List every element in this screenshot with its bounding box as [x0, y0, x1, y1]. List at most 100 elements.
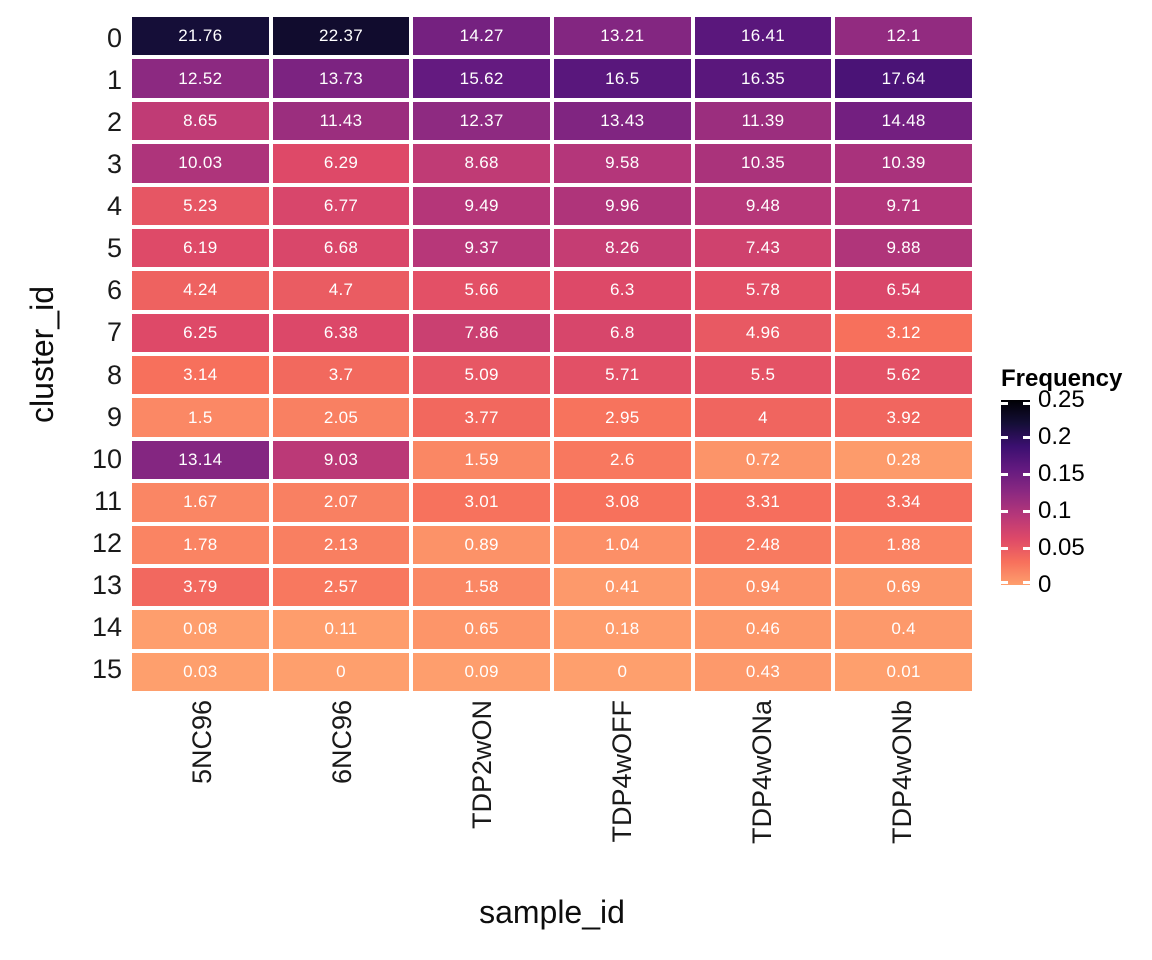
- heatmap-cell-r10-TDP2wON: 1.59: [413, 440, 550, 480]
- heatmap-cell-r3-TDP4wONa: 10.35: [694, 144, 832, 183]
- heatmap-cell-r5-TDP4wOFF: 8.26: [554, 228, 691, 268]
- legend-title: Frequency: [1001, 365, 1123, 392]
- heatmap-cell-r0-TDP4wONb: 12.1: [835, 17, 972, 56]
- cell-value-label: 1.88: [886, 534, 921, 554]
- heatmap-cell-r9-TDP2wON: 3.77: [413, 398, 550, 437]
- y-tick-label-14: 14: [91, 612, 122, 643]
- legend-colorbar-gradient: [1001, 400, 1030, 586]
- heatmap-cell-r9-TDP4wONa: 4: [694, 398, 832, 437]
- heatmap-cell-r0-TDP4wONa: 16.41: [694, 17, 832, 56]
- cell-value-label: 6.77: [323, 195, 359, 215]
- cell-value-label: 0.89: [464, 534, 499, 554]
- legend-tick-mark: [1023, 580, 1030, 584]
- heatmap-cell-r14-TDP2wON: 0.65: [413, 610, 550, 649]
- legend-tick-label-0.1: 0.1: [1038, 497, 1072, 525]
- y-tick-label-1: 1: [106, 64, 122, 95]
- heatmap-cell-r15-TDP4wONa: 0.43: [694, 652, 832, 691]
- cell-value-label: 12.52: [178, 68, 223, 88]
- heatmap-cell-r13-TDP4wONa: 0.94: [694, 567, 832, 607]
- x-tick-label-5NC96: 5NC96: [132, 700, 272, 885]
- heatmap-cell-r3-TDP2wON: 8.68: [413, 144, 550, 183]
- cell-value-label: 9.71: [886, 195, 921, 215]
- heatmap-cell-r3-TDP4wOFF: 9.58: [554, 144, 691, 183]
- x-tick-label-6NC96: 6NC96: [272, 700, 412, 885]
- legend-tick-mark: [1001, 435, 1008, 439]
- y-tick-label-11: 11: [93, 485, 122, 516]
- heatmap-cell-r10-TDP4wONb: 0.28: [835, 440, 972, 480]
- heatmap-cell-r0-6NC96: 22.37: [272, 17, 410, 56]
- heatmap-cell-r12-5NC96: 1.78: [132, 525, 269, 564]
- heatmap-cell-r12-TDP4wOFF: 1.04: [554, 525, 691, 564]
- cell-value-label: 3.79: [183, 577, 218, 597]
- heatmap-cell-r9-5NC96: 1.5: [132, 398, 269, 437]
- cell-value-label: 6.8: [610, 322, 635, 342]
- heatmap-cell-r6-TDP4wONb: 6.54: [835, 271, 972, 310]
- cell-value-label: 3.12: [886, 322, 921, 342]
- x-tick-label-text: TDP4wONb: [886, 700, 917, 845]
- cell-value-label: 5.62: [886, 365, 921, 385]
- heatmap-cell-r4-TDP4wONb: 9.71: [835, 186, 972, 225]
- cell-value-label: 1.58: [464, 577, 499, 597]
- cell-value-label: 5.5: [750, 365, 776, 385]
- heatmap-cell-r14-6NC96: 0.11: [272, 610, 410, 649]
- heatmap-cell-r13-TDP2wON: 1.58: [413, 567, 550, 607]
- heatmap-cell-r6-6NC96: 4.7: [272, 271, 410, 310]
- legend-tick-label-0: 0: [1038, 571, 1052, 599]
- y-tick-label-10: 10: [91, 443, 122, 474]
- heatmap-cell-r0-TDP2wON: 14.27: [413, 17, 550, 56]
- y-tick-label-3: 3: [106, 148, 122, 179]
- cell-value-label: 0.46: [745, 619, 781, 639]
- heatmap-cell-r5-TDP4wONa: 7.43: [694, 228, 832, 268]
- cell-value-label: 0.72: [745, 449, 781, 469]
- heatmap-cell-r5-TDP2wON: 9.37: [413, 228, 550, 268]
- cell-value-label: 14.27: [459, 26, 504, 46]
- legend-tick-label-0.25: 0.25: [1038, 386, 1085, 414]
- heatmap-cell-r15-6NC96: 0: [272, 652, 410, 691]
- cell-value-label: 10.03: [178, 153, 223, 173]
- y-tick-label-4: 4: [106, 191, 122, 222]
- cell-value-label: 2.05: [323, 407, 359, 427]
- x-tick-label-TDP4wONa: TDP4wONa: [692, 700, 832, 885]
- heatmap-cell-r1-TDP4wOFF: 16.5: [554, 59, 691, 98]
- cell-value-label: 5.09: [464, 365, 499, 385]
- heatmap-cell-r9-6NC96: 2.05: [272, 398, 410, 437]
- heatmap-cell-r13-5NC96: 3.79: [132, 567, 269, 607]
- heatmap-cell-r2-TDP4wOFF: 13.43: [554, 101, 691, 141]
- legend-tick-mark: [1023, 546, 1030, 550]
- cell-value-label: 3.77: [464, 407, 499, 427]
- heatmap-cell-r1-TDP2wON: 15.62: [413, 59, 550, 98]
- heatmap-cell-r2-TDP4wONa: 11.39: [694, 101, 832, 141]
- cell-value-label: 13.43: [600, 110, 645, 130]
- heatmap-cell-r7-TDP4wONa: 4.96: [694, 313, 832, 352]
- cell-value-label: 4.24: [183, 280, 218, 300]
- y-tick-label-9: 9: [106, 401, 122, 432]
- y-tick-label-12: 12: [91, 528, 122, 559]
- legend: Frequency 0.25 0.2 0.15 0.1 0.05 0: [1001, 365, 1151, 597]
- cell-value-label: 9.37: [464, 238, 499, 258]
- heatmap-cell-r10-6NC96: 9.03: [272, 440, 410, 480]
- cell-value-label: 9.88: [886, 238, 921, 258]
- heatmap-cell-r13-TDP4wONb: 0.69: [835, 567, 972, 607]
- cell-value-label: 4.7: [328, 280, 354, 300]
- y-tick-label-8: 8: [106, 359, 122, 390]
- cell-value-label: 1.59: [464, 449, 499, 469]
- cell-value-label: 3.08: [605, 492, 640, 512]
- heatmap-grid: 21.76 22.37 14.27 13.21 16.41 12.1 12.52 13.73 1…: [132, 17, 972, 691]
- heatmap-cell-r15-TDP4wOFF: 0: [554, 652, 691, 691]
- heatmap-cell-r8-TDP4wOFF: 5.71: [554, 356, 691, 395]
- cell-value-label: 0.03: [183, 661, 218, 681]
- heatmap-cell-r8-TDP4wONb: 5.62: [835, 356, 972, 395]
- heatmap-cell-r13-6NC96: 2.57: [272, 567, 410, 607]
- x-tick-label-text: 5NC96: [186, 700, 217, 785]
- heatmap-cell-r7-6NC96: 6.38: [272, 313, 410, 352]
- x-tick-label-text: TDP4wONa: [746, 700, 777, 845]
- cell-value-label: 8.68: [464, 153, 499, 173]
- cell-value-label: 6.19: [183, 238, 218, 258]
- heatmap-cell-r15-5NC96: 0.03: [132, 652, 269, 691]
- heatmap-cell-r14-TDP4wONa: 0.46: [694, 610, 832, 649]
- heatmap-cell-r10-TDP4wONa: 0.72: [694, 440, 832, 480]
- cell-value-label: 9.58: [605, 153, 640, 173]
- cell-value-label: 16.35: [740, 68, 786, 88]
- heatmap-cell-r5-TDP4wONb: 9.88: [835, 228, 972, 268]
- heatmap-cell-r12-TDP4wONa: 2.48: [694, 525, 832, 564]
